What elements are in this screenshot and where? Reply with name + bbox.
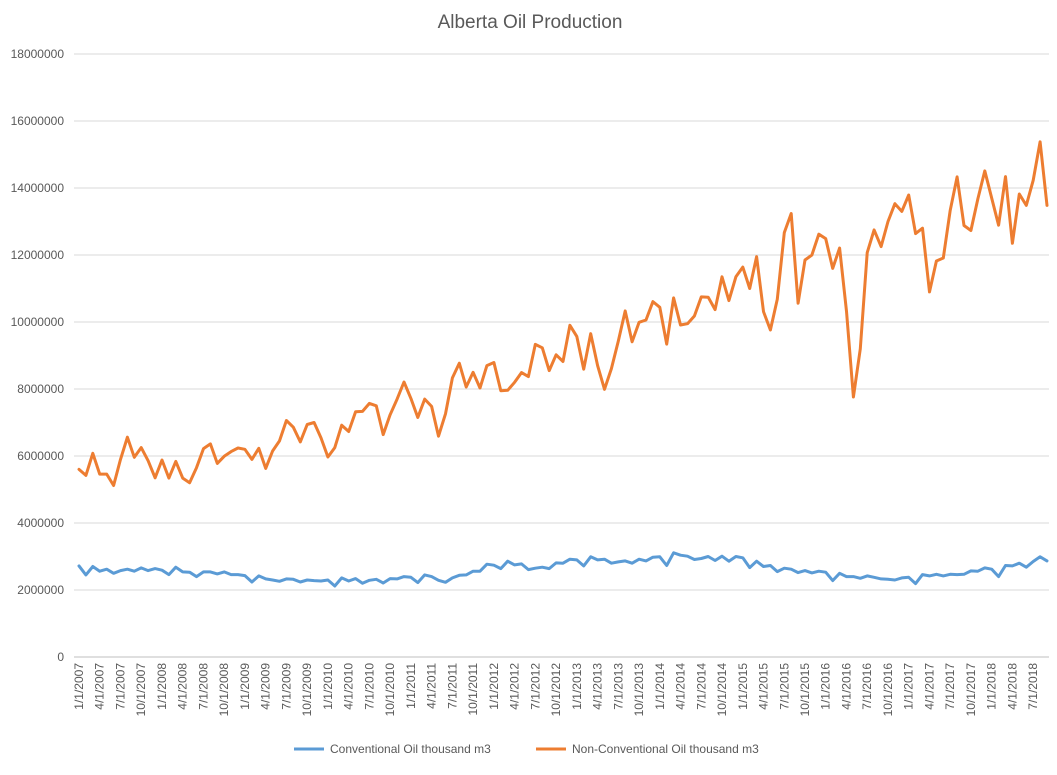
y-tick-label: 8000000	[17, 382, 64, 396]
x-tick-label: 10/1/2015	[798, 663, 812, 717]
x-tick-label: 10/1/2017	[964, 663, 978, 717]
x-tick-label: 4/1/2012	[508, 663, 522, 710]
y-tick-label: 12000000	[11, 248, 65, 262]
x-tick-label: 4/1/2018	[1005, 663, 1019, 710]
x-tick-label: 4/1/2009	[259, 663, 273, 710]
x-tick-label: 7/1/2009	[279, 663, 293, 710]
x-tick-label: 7/1/2014	[694, 663, 708, 710]
x-tick-label: 4/1/2010	[342, 663, 356, 710]
x-tick-label: 4/1/2008	[176, 663, 190, 710]
x-tick-label: 1/1/2018	[985, 663, 999, 710]
x-tick-label: 1/1/2013	[570, 663, 584, 710]
x-tick-label: 7/1/2012	[528, 663, 542, 710]
legend-label: Non-Conventional Oil thousand m3	[572, 742, 759, 756]
y-tick-label: 6000000	[17, 449, 64, 463]
x-tick-label: 1/1/2014	[653, 663, 667, 710]
x-tick-label: 7/1/2011	[445, 663, 459, 709]
x-tick-label: 10/1/2011	[466, 663, 480, 716]
gridlines	[74, 53, 1049, 658]
series-line-non-conventional	[77, 140, 1049, 487]
x-tick-label: 1/1/2008	[155, 663, 169, 710]
x-tick-label: 10/1/2010	[383, 663, 397, 717]
x-tick-label: 4/1/2017	[922, 663, 936, 710]
legend: Conventional Oil thousand m3 Non-Conventi…	[294, 742, 759, 756]
x-tick-label: 10/1/2012	[549, 663, 563, 717]
x-tick-label: 1/1/2010	[321, 663, 335, 710]
x-tick-label: 10/1/2014	[715, 663, 729, 717]
x-tick-label: 1/1/2012	[487, 663, 501, 710]
x-tick-label: 10/1/2009	[300, 663, 314, 717]
x-tick-label: 10/1/2007	[134, 663, 148, 717]
x-tick-label: 4/1/2011	[425, 663, 439, 709]
y-tick-label: 16000000	[11, 114, 65, 128]
x-tick-label: 4/1/2015	[757, 663, 771, 710]
x-axis-ticks: 1/1/2007 4/1/2007 7/1/2007 10/1/2007 1/1/200…	[72, 663, 1040, 717]
x-tick-label: 7/1/2015	[777, 663, 791, 710]
x-tick-label: 7/1/2008	[196, 663, 210, 710]
x-tick-label: 1/1/2011	[404, 663, 418, 709]
x-tick-label: 4/1/2016	[839, 663, 853, 710]
y-tick-label: 4000000	[17, 516, 64, 530]
x-tick-label: 1/1/2017	[902, 663, 916, 710]
y-tick-label: 2000000	[17, 583, 64, 597]
x-tick-label: 4/1/2014	[674, 663, 688, 710]
x-tick-label: 1/1/2009	[238, 663, 252, 710]
x-tick-label: 7/1/2007	[113, 663, 127, 710]
legend-label: Conventional Oil thousand m3	[330, 742, 491, 756]
chart-title: Alberta Oil Production	[438, 12, 623, 33]
x-tick-label: 7/1/2010	[362, 663, 376, 710]
x-tick-label: 4/1/2007	[93, 663, 107, 710]
series-lines	[77, 140, 1049, 588]
x-tick-label: 7/1/2018	[1026, 663, 1040, 710]
y-tick-label: 14000000	[11, 181, 65, 195]
y-axis-ticks: 0 2000000 4000000 6000000 8000000 10000000 120…	[11, 47, 65, 664]
y-tick-label: 0	[57, 650, 64, 664]
y-tick-label: 10000000	[11, 315, 65, 329]
x-tick-label: 7/1/2017	[943, 663, 957, 710]
x-tick-label: 1/1/2015	[736, 663, 750, 710]
x-tick-label: 10/1/2016	[881, 663, 895, 717]
x-tick-label: 10/1/2013	[632, 663, 646, 717]
x-tick-label: 1/1/2016	[819, 663, 833, 710]
series-line-conventional	[77, 551, 1049, 588]
x-tick-label: 4/1/2013	[591, 663, 605, 710]
x-tick-label: 7/1/2013	[611, 663, 625, 710]
x-tick-label: 1/1/2007	[72, 663, 86, 710]
x-tick-label: 10/1/2008	[217, 663, 231, 717]
y-tick-label: 18000000	[11, 47, 65, 61]
x-tick-label: 7/1/2016	[860, 663, 874, 710]
